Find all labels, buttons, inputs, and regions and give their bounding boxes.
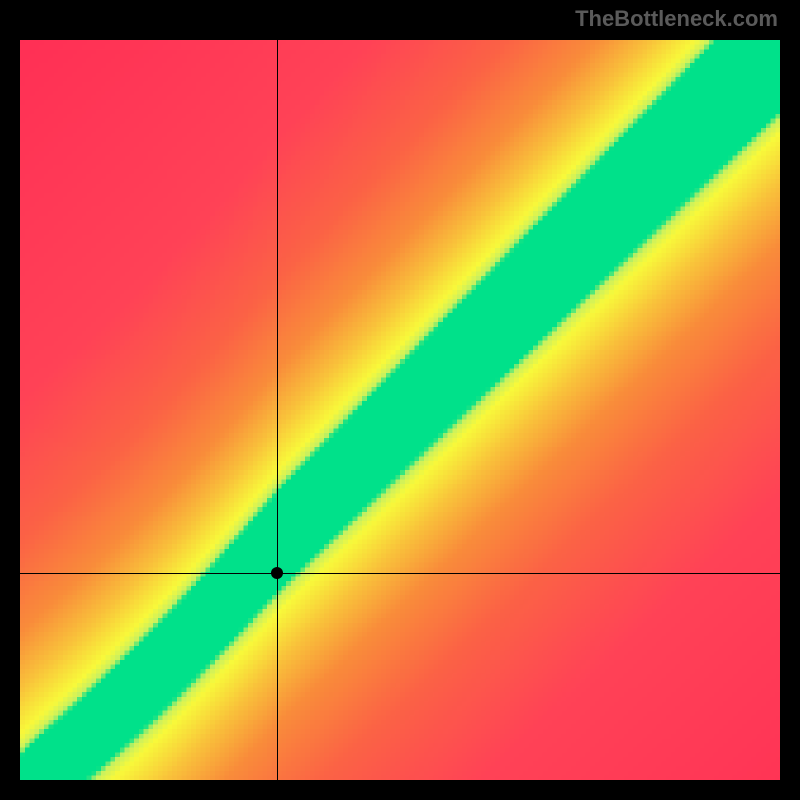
crosshair-horizontal (20, 573, 780, 574)
crosshair-vertical (277, 40, 278, 780)
plot-area (20, 40, 780, 780)
selected-point-marker (271, 567, 283, 579)
heatmap-canvas (20, 40, 780, 780)
watermark-text: TheBottleneck.com (575, 6, 778, 32)
